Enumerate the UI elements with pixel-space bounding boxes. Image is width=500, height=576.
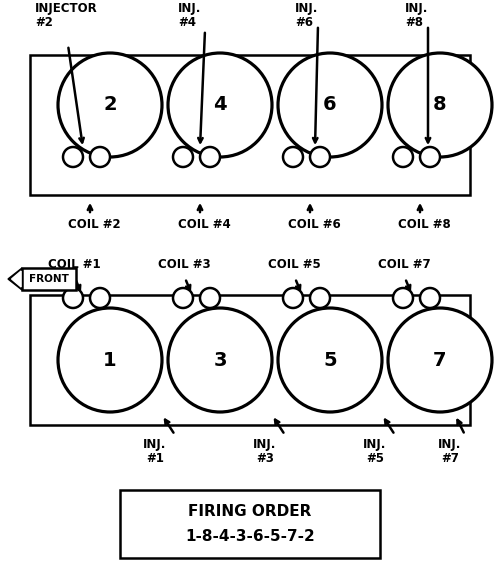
Circle shape [200,147,220,167]
Circle shape [393,147,413,167]
Circle shape [63,147,83,167]
Text: 7: 7 [433,351,447,369]
Circle shape [200,288,220,308]
Text: COIL #8: COIL #8 [398,218,451,231]
Text: 4: 4 [213,96,227,115]
Text: 2: 2 [103,96,117,115]
Circle shape [63,288,83,308]
Circle shape [420,147,440,167]
Ellipse shape [168,53,272,157]
Text: INJ.
#1: INJ. #1 [144,438,167,465]
Bar [30,295,470,425]
Text: COIL #7: COIL #7 [378,258,430,271]
Text: 6: 6 [323,96,337,115]
Circle shape [283,288,303,308]
Bar [120,490,380,558]
Circle shape [310,288,330,308]
Ellipse shape [388,308,492,412]
Ellipse shape [168,308,272,412]
Bar [30,55,470,195]
Text: COIL #1: COIL #1 [48,258,100,271]
Text: COIL #4: COIL #4 [178,218,231,231]
Circle shape [310,147,330,167]
Text: INJECTOR
#2: INJECTOR #2 [35,2,98,29]
Circle shape [90,147,110,167]
Text: FRONT: FRONT [29,274,69,284]
Text: INJ.
#4: INJ. #4 [178,2,202,29]
Text: INJ.
#8: INJ. #8 [405,2,428,29]
Circle shape [283,147,303,167]
Ellipse shape [278,53,382,157]
Text: INJ.
#3: INJ. #3 [254,438,276,465]
Text: FIRING ORDER
1-8-4-3-6-5-7-2: FIRING ORDER 1-8-4-3-6-5-7-2 [185,504,315,544]
Circle shape [173,147,193,167]
Polygon shape [12,271,21,287]
Polygon shape [8,268,22,290]
Bar [22,268,76,290]
Ellipse shape [58,53,162,157]
Text: COIL #3: COIL #3 [158,258,210,271]
Circle shape [173,288,193,308]
Text: INJ.
#5: INJ. #5 [364,438,386,465]
Text: COIL #5: COIL #5 [268,258,321,271]
Text: INJ.
#7: INJ. #7 [438,438,462,465]
Ellipse shape [58,308,162,412]
Text: 3: 3 [213,351,227,369]
Text: COIL #2: COIL #2 [68,218,120,231]
Text: 1: 1 [103,351,117,369]
Text: COIL #6: COIL #6 [288,218,341,231]
Text: 8: 8 [433,96,447,115]
Text: 5: 5 [323,351,337,369]
Ellipse shape [388,53,492,157]
Ellipse shape [278,308,382,412]
Circle shape [420,288,440,308]
Circle shape [393,288,413,308]
Text: INJ.
#6: INJ. #6 [295,2,318,29]
Circle shape [90,288,110,308]
